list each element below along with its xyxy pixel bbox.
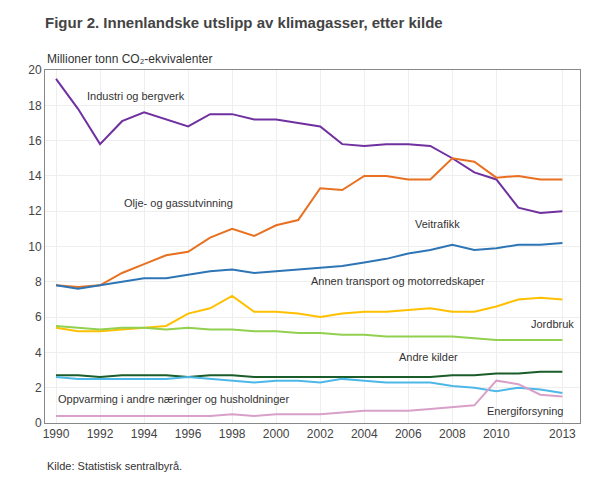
svg-text:14: 14 bbox=[28, 169, 42, 183]
svg-text:Annen transport og motorredska: Annen transport og motorredskaper bbox=[311, 275, 485, 287]
svg-text:Jordbruk: Jordbruk bbox=[531, 318, 574, 330]
svg-text:2006: 2006 bbox=[395, 427, 422, 441]
svg-text:1994: 1994 bbox=[131, 427, 158, 441]
svg-text:Andre kilder: Andre kilder bbox=[399, 351, 458, 363]
svg-text:10: 10 bbox=[28, 240, 42, 254]
svg-text:Kilde: Statistisk sentralbyrå.: Kilde: Statistisk sentralbyrå. bbox=[47, 460, 182, 472]
svg-text:Industri og bergverk: Industri og bergverk bbox=[87, 90, 185, 102]
svg-text:Oppvarming i andre næringer og: Oppvarming i andre næringer og husholdni… bbox=[58, 393, 289, 405]
svg-text:1990: 1990 bbox=[43, 427, 70, 441]
svg-text:2: 2 bbox=[35, 381, 42, 395]
svg-text:8: 8 bbox=[35, 275, 42, 289]
svg-text:16: 16 bbox=[28, 134, 42, 148]
svg-text:18: 18 bbox=[28, 99, 42, 113]
svg-text:2002: 2002 bbox=[307, 427, 334, 441]
svg-text:2010: 2010 bbox=[483, 427, 510, 441]
svg-text:2008: 2008 bbox=[439, 427, 466, 441]
svg-text:2013: 2013 bbox=[549, 427, 576, 441]
svg-text:Veitrafikk: Veitrafikk bbox=[415, 218, 460, 230]
svg-text:1996: 1996 bbox=[175, 427, 202, 441]
svg-text:2000: 2000 bbox=[263, 427, 290, 441]
svg-text:1998: 1998 bbox=[219, 427, 246, 441]
svg-text:6: 6 bbox=[35, 310, 42, 324]
svg-text:Energiforsyning: Energiforsyning bbox=[487, 405, 563, 417]
svg-text:Millioner tonn CO₂-ekvivalente: Millioner tonn CO₂-ekvivalenter bbox=[47, 52, 212, 66]
svg-text:12: 12 bbox=[28, 204, 42, 218]
svg-text:20: 20 bbox=[28, 63, 42, 77]
svg-text:4: 4 bbox=[35, 346, 42, 360]
svg-text:2004: 2004 bbox=[351, 427, 378, 441]
svg-text:Olje- og gassutvinning: Olje- og gassutvinning bbox=[124, 197, 233, 209]
svg-text:Figur 2. Innenlandske utslipp: Figur 2. Innenlandske utslipp av klimaga… bbox=[45, 14, 443, 31]
svg-text:0: 0 bbox=[35, 416, 42, 430]
svg-text:1992: 1992 bbox=[87, 427, 114, 441]
